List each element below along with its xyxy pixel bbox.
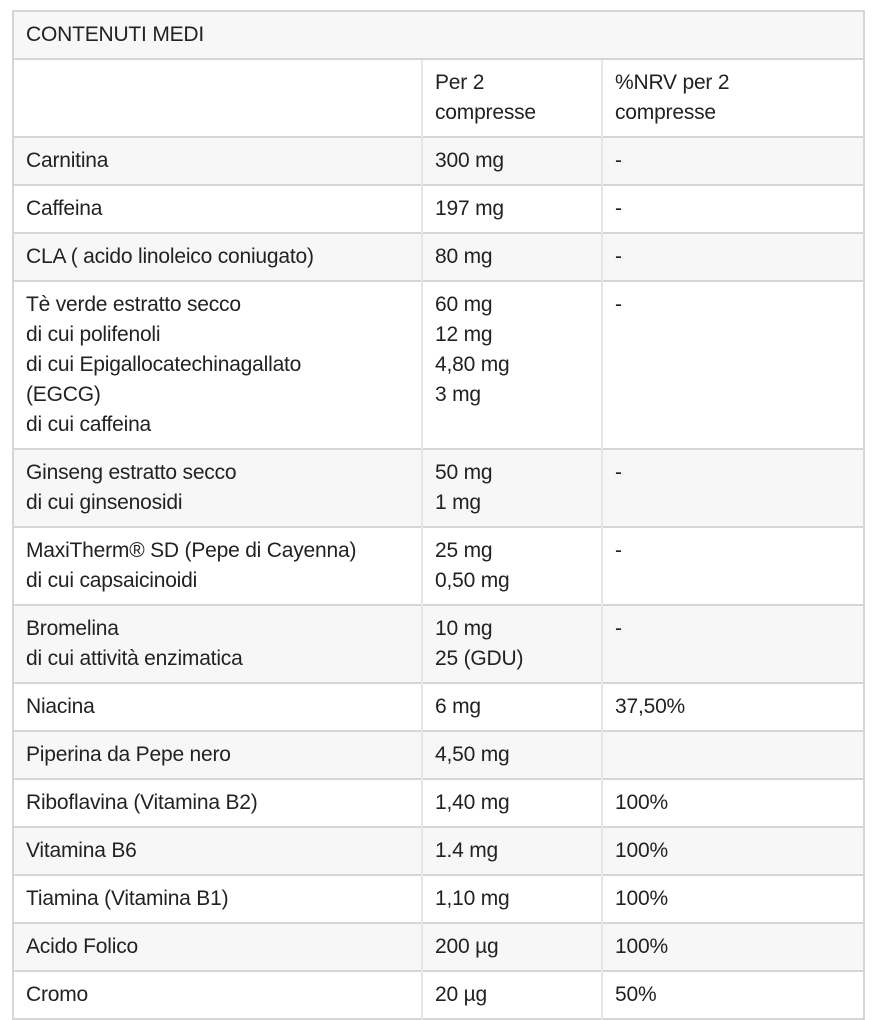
table-row: Tiamina (Vitamina B1) 1,10 mg 100% — [13, 874, 865, 923]
table-head: CONTENUTI MEDI Per 2 compresse %NRV per … — [13, 10, 865, 137]
ingredient-name: Bromelina di cui attività enzimatica — [13, 604, 422, 683]
amount-value: 197 mg — [421, 184, 602, 233]
table-row: Carnitina 300 mg - — [13, 136, 865, 185]
ingredient-name: Ginseng estratto secco di cui ginsenosid… — [13, 448, 422, 527]
nrv-value: - — [600, 184, 865, 233]
table-title-row: CONTENUTI MEDI — [13, 10, 865, 59]
header-nrv-per-2-tablets: %NRV per 2 compresse — [600, 58, 865, 137]
amount-value: 10 mg 25 (GDU) — [421, 604, 602, 683]
nrv-value: - — [600, 448, 865, 527]
table-row: Vitamina B6 1.4 mg 100% — [13, 826, 865, 875]
nrv-value: 100% — [600, 922, 865, 971]
amount-value: 4,50 mg — [421, 730, 602, 779]
ingredient-name: MaxiTherm® SD (Pepe di Cayenna) di cui c… — [13, 526, 422, 605]
nrv-value: - — [600, 136, 865, 185]
amount-value: 1.4 mg — [421, 826, 602, 875]
table-row: Riboflavina (Vitamina B2) 1,40 mg 100% — [13, 778, 865, 827]
nrv-value: 37,50% — [600, 682, 865, 731]
ingredient-name: Acido Folico — [13, 922, 422, 971]
ingredient-name: Piperina da Pepe nero — [13, 730, 422, 779]
table-row: Tè verde estratto secco di cui polifenol… — [13, 280, 865, 449]
table-row: Caffeina 197 mg - — [13, 184, 865, 233]
nrv-value: 100% — [600, 778, 865, 827]
table-title: CONTENUTI MEDI — [13, 10, 865, 59]
table-row: Piperina da Pepe nero 4,50 mg — [13, 730, 865, 779]
table-row: Bromelina di cui attività enzimatica 10 … — [13, 604, 865, 683]
amount-value: 1,40 mg — [421, 778, 602, 827]
ingredient-name: Niacina — [13, 682, 422, 731]
amount-value: 6 mg — [421, 682, 602, 731]
ingredient-name: Tiamina (Vitamina B1) — [13, 874, 422, 923]
nrv-value: - — [600, 526, 865, 605]
nrv-value — [600, 730, 865, 779]
amount-value: 1,10 mg — [421, 874, 602, 923]
nrv-value: - — [600, 280, 865, 449]
table-row: Acido Folico 200 µg 100% — [13, 922, 865, 971]
nrv-value: - — [600, 604, 865, 683]
ingredient-name: Caffeina — [13, 184, 422, 233]
table-body: Carnitina 300 mg - Caffeina 197 mg - CLA… — [13, 136, 865, 1019]
amount-value: 20 µg — [421, 970, 602, 1019]
table-row: Cromo 20 µg 50% — [13, 970, 865, 1019]
amount-value: 300 mg — [421, 136, 602, 185]
header-ingredient — [13, 58, 422, 137]
amount-value: 50 mg 1 mg — [421, 448, 602, 527]
table-row: Ginseng estratto secco di cui ginsenosid… — [13, 448, 865, 527]
ingredient-name: Cromo — [13, 970, 422, 1019]
nrv-value: 100% — [600, 874, 865, 923]
nrv-value: 50% — [600, 970, 865, 1019]
nutrition-facts-table: CONTENUTI MEDI Per 2 compresse %NRV per … — [12, 10, 866, 1020]
amount-value: 25 mg 0,50 mg — [421, 526, 602, 605]
table-row: MaxiTherm® SD (Pepe di Cayenna) di cui c… — [13, 526, 865, 605]
ingredient-name: Carnitina — [13, 136, 422, 185]
ingredient-name: Tè verde estratto secco di cui polifenol… — [13, 280, 422, 449]
amount-value: 80 mg — [421, 232, 602, 281]
table-header-row: Per 2 compresse %NRV per 2 compresse — [13, 58, 865, 137]
nrv-value: 100% — [600, 826, 865, 875]
amount-value: 200 µg — [421, 922, 602, 971]
ingredient-name: Vitamina B6 — [13, 826, 422, 875]
amount-value: 60 mg 12 mg 4,80 mg 3 mg — [421, 280, 602, 449]
header-amount-per-2-tablets: Per 2 compresse — [421, 58, 602, 137]
ingredient-name: CLA ( acido linoleico coniugato) — [13, 232, 422, 281]
nrv-value: - — [600, 232, 865, 281]
table-row: CLA ( acido linoleico coniugato) 80 mg - — [13, 232, 865, 281]
ingredient-name: Riboflavina (Vitamina B2) — [13, 778, 422, 827]
table-row: Niacina 6 mg 37,50% — [13, 682, 865, 731]
